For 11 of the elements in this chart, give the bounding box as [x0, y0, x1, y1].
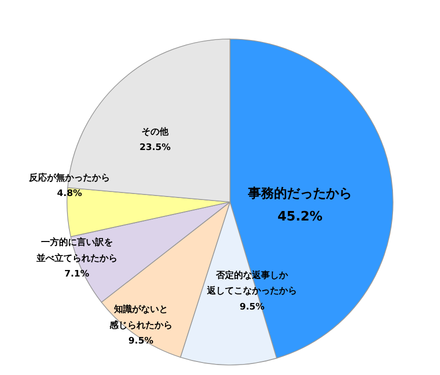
data-label: 23.5%: [139, 143, 171, 154]
slice-label: 事務的だったから: [247, 186, 352, 202]
data-label: 7.1%: [64, 270, 90, 280]
slice-label: 反応が無かったから: [28, 172, 110, 184]
data-label: 9.5%: [128, 336, 154, 347]
slice-label: その他: [142, 126, 170, 138]
slice-label: 知識がないと感じられたから: [108, 304, 172, 331]
slice-label: 否定的な返事しか返してこなかったから: [206, 270, 298, 297]
data-label: 4.8%: [57, 189, 82, 200]
data-label: 45.2%: [277, 209, 323, 224]
slice-label: 一方的に言い訳を並べ立てられたから: [35, 237, 118, 264]
